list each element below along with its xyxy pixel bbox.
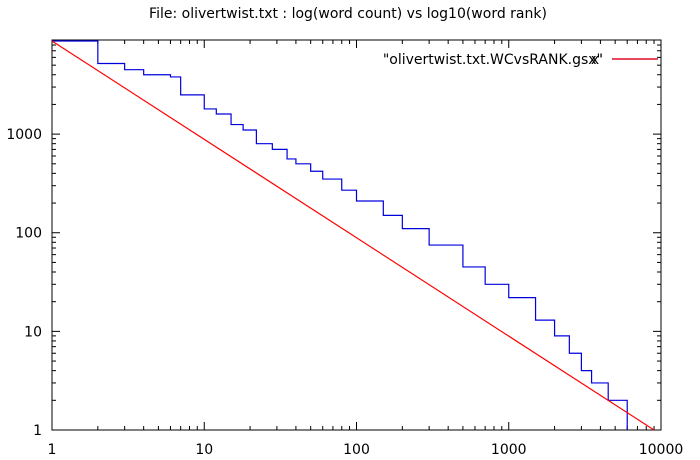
legend: "olivertwist.txt.WCvsRANK.gsx"x': [383, 52, 658, 68]
legend-label-0: "olivertwist.txt.WCvsRANK.gsx": [383, 52, 603, 68]
x-tick-label: 1: [48, 442, 57, 458]
axis-ticks: 1 10 100 1000 10000 1 10 100 1000: [6, 39, 684, 458]
y-tick-label: 1: [33, 423, 42, 439]
y-tick-label: 100: [15, 226, 42, 242]
series-line-1: [51, 40, 655, 431]
series-line-0: [52, 40, 628, 430]
x-tick-label: 1000: [491, 442, 527, 458]
legend-label-1: x': [591, 52, 603, 68]
x-tick-label: 10: [195, 442, 213, 458]
x-tick-label: 10000: [639, 442, 684, 458]
series-group: [51, 40, 655, 431]
chart-title: File: olivertwist.txt : log(word count) …: [149, 6, 547, 22]
plot-frame: [51, 39, 662, 431]
y-tick-label: 10: [24, 324, 42, 340]
y-tick-label: 1000: [6, 127, 42, 143]
x-tick-label: 100: [343, 442, 370, 458]
